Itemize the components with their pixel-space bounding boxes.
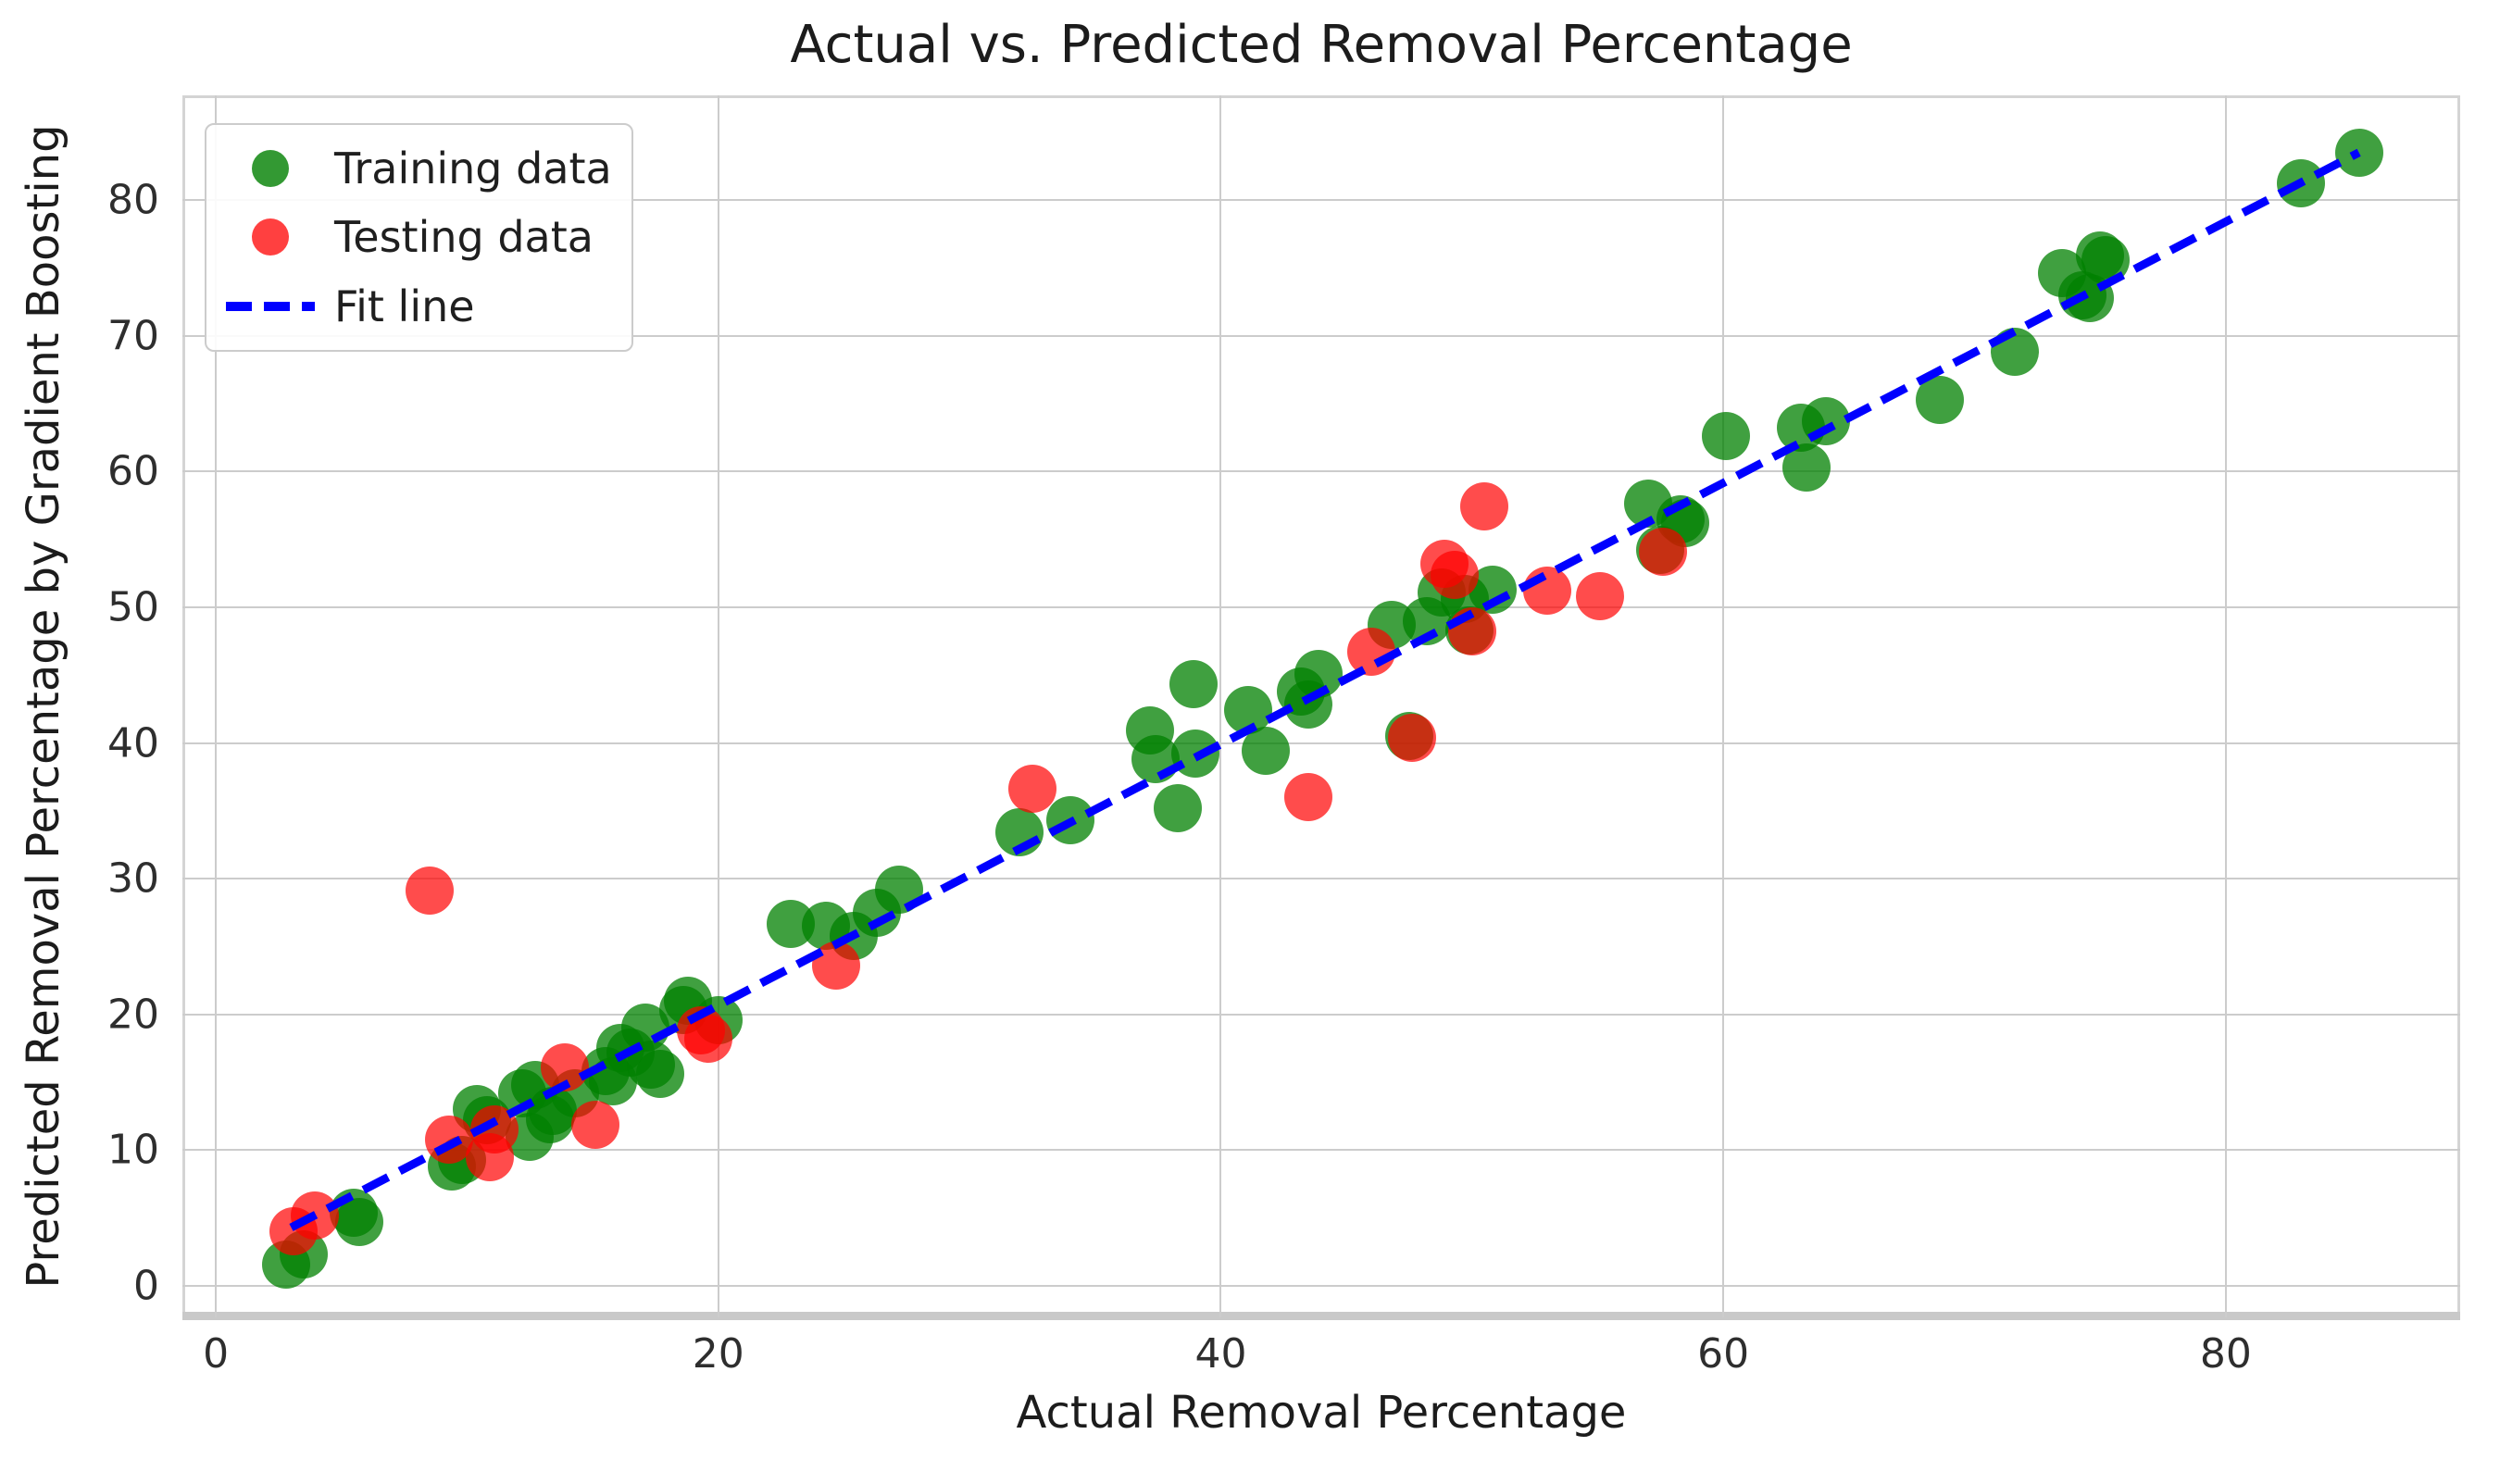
training-point	[2081, 235, 2130, 284]
fitline-marker-icon	[226, 301, 315, 311]
y-tick-label-0: 0	[133, 1262, 159, 1310]
training-point	[1171, 730, 1220, 779]
training-point	[1781, 443, 1831, 492]
training-point	[334, 1198, 383, 1247]
testing-point	[1387, 713, 1436, 762]
y-tick-label-10: 10	[107, 1126, 159, 1174]
gridline-y-0	[182, 1284, 2460, 1287]
bottom-axis-spine	[182, 1312, 2460, 1320]
testing-point	[1430, 550, 1479, 599]
legend-label-testing: Testing data	[334, 212, 594, 263]
legend-item-testing: Testing data	[206, 205, 631, 269]
x-tick-label-0: 0	[203, 1330, 230, 1378]
gridline-x-80	[2224, 95, 2227, 1317]
legend-label-fitline: Fit line	[334, 281, 475, 331]
gridline-x-0	[215, 95, 218, 1317]
testing-point	[570, 1100, 619, 1149]
testing-marker-icon	[252, 218, 289, 256]
training-point	[1242, 727, 1291, 776]
training-marker-icon	[252, 150, 289, 188]
testing-point	[683, 1015, 732, 1064]
x-tick-label-80: 80	[2199, 1330, 2252, 1378]
training-point	[995, 808, 1044, 857]
training-point	[1045, 796, 1094, 845]
y-tick-label-50: 50	[107, 583, 159, 631]
training-point	[1915, 375, 1964, 424]
training-point	[1169, 660, 1218, 709]
y-tick-label-40: 40	[107, 719, 159, 767]
training-point	[1802, 397, 1851, 446]
y-tick-label-70: 70	[107, 312, 159, 360]
training-point	[1701, 412, 1750, 461]
gridline-y-50	[182, 605, 2460, 608]
fitline-marker-cell	[206, 301, 334, 312]
y-axis-label: Predicted Removal Percentage by Gradient…	[18, 124, 69, 1289]
testing-point	[1347, 628, 1396, 677]
legend: Training data Testing data Fit line	[205, 123, 633, 352]
testing-point	[1576, 572, 1625, 621]
testing-point	[405, 867, 454, 916]
testing-point	[291, 1191, 340, 1240]
testing-point	[1007, 765, 1056, 814]
training-point	[875, 865, 924, 914]
legend-item-fitline: Fit line	[206, 274, 631, 339]
y-tick-label-80: 80	[107, 176, 159, 224]
gridline-y-20	[182, 1013, 2460, 1016]
chart-title: Actual vs. Predicted Removal Percentage	[790, 15, 1853, 75]
x-tick-label-60: 60	[1697, 1330, 1750, 1378]
gridline-x-40	[1219, 95, 1222, 1317]
y-tick-label-60: 60	[107, 447, 159, 495]
testing-point	[1460, 482, 1509, 531]
testing-point	[541, 1042, 590, 1091]
x-tick-label-20: 20	[692, 1330, 744, 1378]
testing-point	[1447, 607, 1496, 656]
gridline-y-30	[182, 878, 2460, 880]
y-tick-label-30: 30	[107, 854, 159, 903]
training-point	[2334, 128, 2383, 177]
gridline-x-20	[717, 95, 719, 1317]
legend-item-training: Training data	[206, 136, 631, 201]
training-point	[1294, 649, 1344, 698]
testing-point	[1284, 773, 1333, 822]
gridline-y-40	[182, 742, 2460, 744]
testing-point	[1639, 527, 1688, 576]
gridline-y-60	[182, 470, 2460, 473]
training-marker-cell	[206, 150, 334, 188]
y-tick-label-20: 20	[107, 991, 159, 1039]
gridline-x-60	[1722, 95, 1725, 1317]
x-tick-label-40: 40	[1194, 1330, 1247, 1378]
x-axis-label: Actual Removal Percentage	[1016, 1387, 1627, 1439]
testing-point	[812, 941, 861, 990]
testing-marker-cell	[206, 218, 334, 256]
training-point	[636, 1050, 685, 1099]
legend-label-training: Training data	[334, 143, 612, 194]
training-point	[1990, 328, 2039, 377]
training-point	[1154, 783, 1203, 832]
